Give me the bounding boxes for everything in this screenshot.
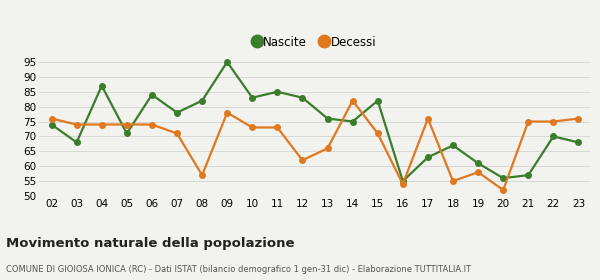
Text: Movimento naturale della popolazione: Movimento naturale della popolazione (6, 237, 295, 249)
Text: COMUNE DI GIOIOSA IONICA (RC) - Dati ISTAT (bilancio demografico 1 gen-31 dic) -: COMUNE DI GIOIOSA IONICA (RC) - Dati IST… (6, 265, 471, 274)
Legend: Nascite, Decessi: Nascite, Decessi (249, 31, 381, 53)
